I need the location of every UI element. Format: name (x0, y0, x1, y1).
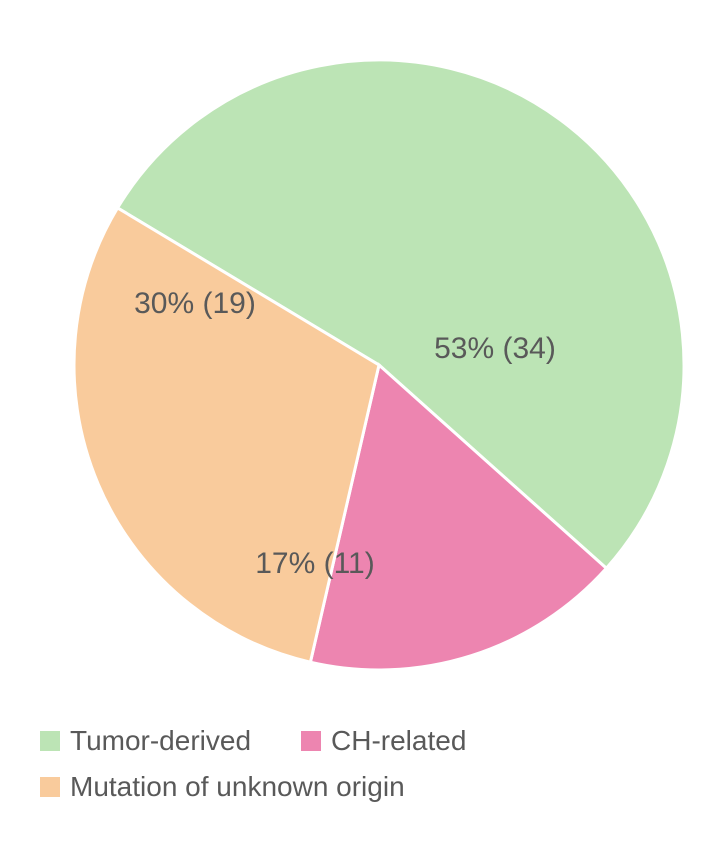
legend-swatch-ch-related (301, 731, 321, 751)
legend-row-2: Mutation of unknown origin (40, 766, 669, 812)
legend-swatch-mutation-unknown-origin (40, 777, 60, 797)
legend-row: Tumor-derived CH-related (40, 720, 669, 766)
legend-item-ch-related: CH-related (301, 720, 466, 762)
legend-label-ch-related: CH-related (331, 720, 466, 762)
pie-chart-svg: 53% (34) 17% (11) 30% (19) (25, 20, 685, 700)
pie-label-mutation_unknown_origin: 30% (19) (134, 287, 256, 320)
legend-item-mutation-unknown-origin: Mutation of unknown origin (40, 766, 405, 808)
pie-label-ch_related: 17% (11) (255, 547, 375, 580)
pie-label-tumor_derived: 53% (34) (434, 332, 556, 365)
legend-swatch-tumor-derived (40, 731, 60, 751)
pie-chart-figure: 53% (34) 17% (11) 30% (19) Tumor-derived C… (0, 0, 709, 847)
legend-item-tumor-derived: Tumor-derived (40, 720, 251, 762)
legend-label-mutation-unknown-origin: Mutation of unknown origin (70, 766, 405, 808)
chart-legend: Tumor-derived CH-related Mutation of unk… (40, 720, 669, 812)
legend-label-tumor-derived: Tumor-derived (70, 720, 251, 762)
pie-chart-area: 53% (34) 17% (11) 30% (19) (25, 20, 685, 705)
